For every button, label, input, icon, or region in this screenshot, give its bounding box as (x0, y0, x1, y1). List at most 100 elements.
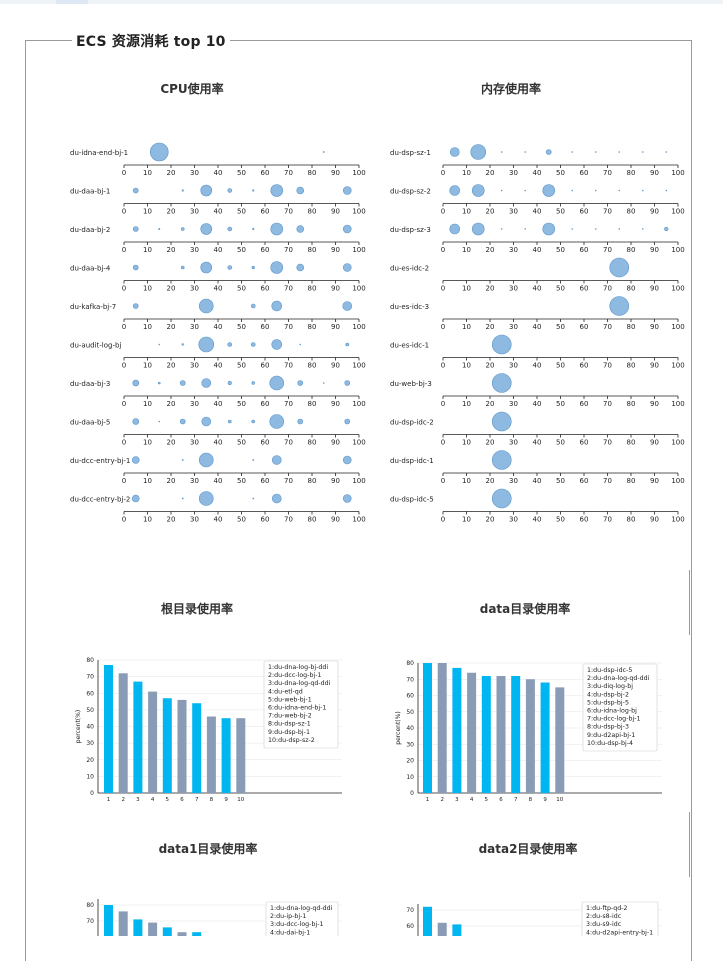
bar (177, 699, 187, 793)
x-tick-label: 90 (331, 208, 340, 216)
scatter-point (252, 189, 255, 192)
x-tick-label: 50 (556, 400, 565, 408)
scatter-point (270, 261, 284, 274)
x-tick-label: 30 (509, 477, 518, 485)
x-tick-label: 0 (441, 439, 445, 447)
x-tick-label: 90 (331, 439, 340, 447)
x-tick-label: 60 (580, 400, 589, 408)
legend-entry: 4:du-dai-bj-1 (270, 929, 310, 936)
x-tick-label: 80 (627, 400, 636, 408)
y-tick-label: 30 (406, 741, 414, 748)
x-tick-label: 50 (237, 169, 246, 177)
x-tick-label: 100 (352, 400, 365, 408)
bar (555, 687, 565, 793)
scatter-point (251, 265, 255, 270)
x-tick-label: 50 (237, 439, 246, 447)
scatter-point (618, 151, 621, 153)
x-tick-label: 50 (556, 169, 565, 177)
x-tick-label: 0 (122, 208, 126, 216)
x-tick-label: 80 (627, 169, 636, 177)
x-tick-label: 60 (261, 477, 270, 485)
legend-entry: 1:du-dsp-idc-5 (587, 667, 632, 674)
x-tick-label: 30 (190, 169, 199, 177)
x-tick-label: 30 (190, 439, 199, 447)
bar (437, 922, 447, 936)
scatter-point (449, 147, 460, 157)
x-tick-label: 20 (167, 323, 176, 331)
x-tick-label: 90 (650, 169, 659, 177)
x-tick-label: 40 (214, 285, 223, 293)
legend-entry: 5:du-dsp-bj-5 (587, 699, 629, 706)
panel-title-data: data目录使用率 (479, 602, 571, 616)
bar (148, 922, 158, 936)
bar (525, 679, 535, 793)
bar (118, 673, 128, 793)
x-tick-label: 0 (441, 208, 445, 216)
x-tick-label: 50 (556, 439, 565, 447)
x-tick-label: 90 (331, 246, 340, 254)
x-tick-label: 10 (462, 439, 471, 447)
x-tick-label: 70 (284, 439, 293, 447)
row-label: du-daa-bj-2 (70, 226, 110, 234)
scatter-point (252, 459, 255, 461)
x-tick-label: 4 (151, 797, 155, 803)
bar (423, 906, 432, 936)
scatter-point (449, 223, 461, 235)
scatter-point (491, 373, 512, 393)
x-tick-label: 20 (167, 362, 176, 370)
x-tick-label: 10 (462, 208, 471, 216)
scatter-point (132, 187, 139, 194)
scatter-point (198, 298, 214, 314)
x-tick-label: 40 (533, 246, 542, 254)
x-tick-label: 20 (167, 439, 176, 447)
legend-entry: 3:du-diq-log-bj (587, 683, 633, 690)
x-tick-label: 90 (650, 208, 659, 216)
bar (496, 676, 506, 793)
scatter-point (227, 342, 233, 347)
legend-entry: 1:du-dna-log-bj-ddi (268, 664, 328, 671)
x-tick-label: 100 (352, 323, 365, 331)
x-tick-label: 70 (603, 208, 612, 216)
legend-entry: 10:du-dsp-bj-4 (587, 740, 633, 747)
scatter-point (571, 189, 574, 192)
x-tick-label: 100 (352, 439, 365, 447)
x-tick-label: 80 (308, 439, 317, 447)
x-tick-label: 100 (352, 169, 365, 177)
x-tick-label: 90 (331, 323, 340, 331)
x-tick-label: 40 (214, 169, 223, 177)
y-tick-label: 80 (406, 660, 414, 667)
y-tick-label: 60 (86, 690, 94, 697)
x-tick-label: 0 (122, 169, 126, 177)
x-tick-label: 60 (261, 516, 270, 524)
panel-title-data2: data2目录使用率 (478, 842, 578, 856)
x-tick-label: 90 (650, 400, 659, 408)
x-tick-label: 0 (441, 285, 445, 293)
active-tab-indicator[interactable] (56, 0, 88, 4)
scatter-point (491, 488, 512, 509)
bar (423, 663, 432, 793)
scatter-point (342, 224, 352, 234)
x-tick-label: 20 (167, 516, 176, 524)
x-tick-label: 20 (167, 169, 176, 177)
scatter-point (179, 418, 186, 425)
x-tick-label: 10 (462, 323, 471, 331)
x-tick-label: 80 (627, 516, 636, 524)
x-tick-label: 90 (650, 323, 659, 331)
x-tick-label: 0 (122, 323, 126, 331)
bar (148, 691, 158, 793)
row-label: du-daa-bj-1 (70, 188, 110, 196)
row-label: du-web-bj-3 (390, 380, 432, 388)
x-tick-label: 100 (671, 285, 684, 293)
x-tick-label: 10 (556, 797, 563, 803)
scatter-point (594, 189, 597, 192)
x-tick-label: 40 (533, 208, 542, 216)
scatter-point (227, 188, 233, 193)
legend-entry: 4:du-dsp-bj-2 (587, 691, 629, 698)
x-tick-label: 30 (509, 400, 518, 408)
x-tick-label: 10 (462, 477, 471, 485)
x-tick-label: 60 (580, 208, 589, 216)
x-tick-label: 30 (509, 516, 518, 524)
scatter-point (271, 455, 282, 465)
scatter-point (641, 228, 644, 230)
legend-entry: 3:du-dcc-log-bj-1 (270, 921, 323, 928)
